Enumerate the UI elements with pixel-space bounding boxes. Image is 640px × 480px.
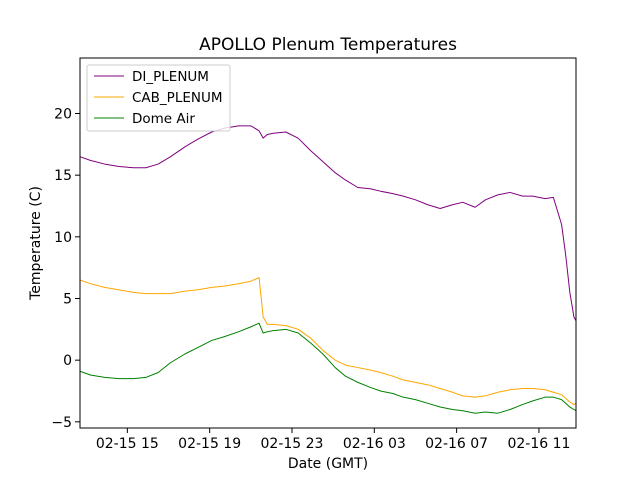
legend-label-cab-plenum: CAB_PLENUM bbox=[132, 90, 223, 106]
x-axis-title: Date (GMT) bbox=[288, 456, 368, 472]
legend-label-dome-air: Dome Air bbox=[132, 111, 195, 127]
y-tick-label: 5 bbox=[63, 292, 72, 308]
series-layer bbox=[79, 125, 577, 414]
y-tick-label: 20 bbox=[54, 107, 72, 123]
x-tick-label: 02-16 03 bbox=[343, 436, 406, 452]
plot-frame bbox=[79, 57, 577, 429]
x-tick-label: 02-16 11 bbox=[507, 436, 570, 452]
y-tick-label: 10 bbox=[54, 230, 72, 246]
legend-label-di-plenum: DI_PLENUM bbox=[132, 69, 209, 85]
x-tick-label: 02-15 19 bbox=[178, 436, 241, 452]
series-line-dome-air bbox=[79, 322, 577, 414]
x-tick-label: 02-16 07 bbox=[425, 436, 488, 452]
legend-box bbox=[86, 64, 231, 132]
axes-layer: 02-15 15 02-15 19 02-15 23 02-16 03 02-16 07… bbox=[51, 107, 570, 453]
y-tick-label: −5 bbox=[51, 415, 72, 431]
x-tick-label: 02-15 15 bbox=[96, 436, 159, 452]
legend: DI_PLENUM CAB_PLENUM Dome Air bbox=[86, 64, 231, 132]
series-line-cab-plenum bbox=[79, 277, 577, 406]
y-tick-label: 0 bbox=[63, 353, 72, 369]
x-tick-label: 02-15 23 bbox=[261, 436, 324, 452]
y-tick-label: 15 bbox=[54, 168, 72, 184]
chart-title: APOLLO Plenum Temperatures bbox=[199, 35, 457, 55]
y-axis-title: Temperature (C) bbox=[28, 186, 44, 301]
series-line-di-plenum bbox=[79, 125, 577, 321]
